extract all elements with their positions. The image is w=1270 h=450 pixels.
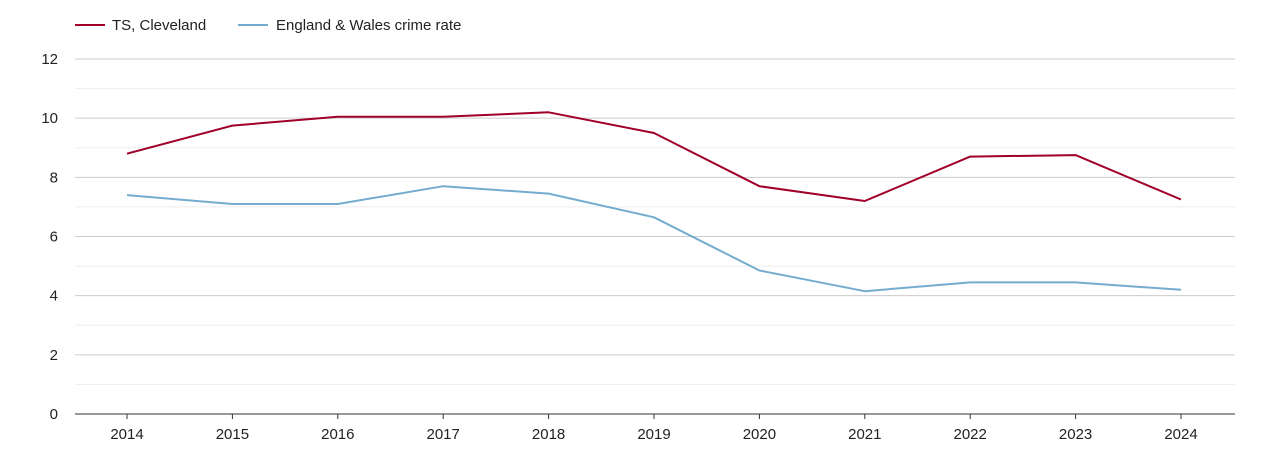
y-tick-label: 4 (50, 288, 58, 305)
x-tick-label: 2023 (1059, 426, 1092, 443)
y-tick-label: 0 (50, 406, 58, 423)
y-axis-labels: 0 2 4 6 8 10 12 (41, 51, 58, 423)
y-tick-label: 12 (41, 51, 58, 68)
y-tick-label: 6 (50, 229, 58, 246)
x-tick-label: 2019 (637, 426, 670, 443)
legend-label-england-wales: England & Wales crime rate (276, 17, 461, 34)
legend-item-ts-cleveland: TS, Cleveland (75, 17, 206, 34)
y-tick-label: 10 (41, 110, 58, 127)
legend-item-england-wales: England & Wales crime rate (238, 17, 461, 34)
x-tick-label: 2016 (321, 426, 354, 443)
x-axis: 2014 2015 2016 2017 2018 2019 2020 2021 2022 2023… (75, 413, 1235, 443)
x-tick-label: 2022 (954, 426, 987, 443)
y-tick-label: 8 (50, 169, 58, 186)
legend-label-ts-cleveland: TS, Cleveland (112, 17, 206, 34)
x-tick-label: 2020 (743, 426, 776, 443)
x-tick-label: 2015 (216, 426, 249, 443)
y-tick-label: 2 (50, 347, 58, 364)
legend: TS, Cleveland England & Wales crime rate (75, 17, 461, 34)
x-tick-label: 2018 (532, 426, 565, 443)
grid (75, 58, 1235, 385)
series-line-england-wales-crime-rate (126, 185, 1182, 293)
x-tick-label: 2014 (110, 426, 143, 443)
x-tick-label: 2024 (1164, 426, 1197, 443)
series-lines (126, 111, 1182, 293)
x-tick-label: 2021 (848, 426, 881, 443)
series-line-ts-cleveland (126, 111, 1182, 202)
x-tick-label: 2017 (427, 426, 460, 443)
